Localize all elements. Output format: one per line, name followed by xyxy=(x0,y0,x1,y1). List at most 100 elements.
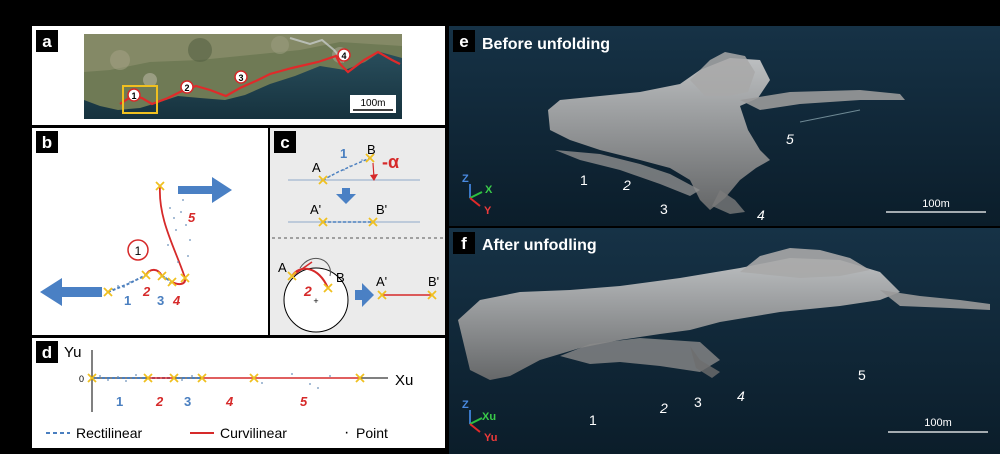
f-axis-z: Z xyxy=(462,399,469,411)
e-segment-label-3: 3 xyxy=(660,201,668,217)
c-circle-center: + xyxy=(313,296,318,306)
c-unfolded-crosses xyxy=(377,290,437,300)
c-top-B: B xyxy=(367,142,376,157)
e-axis-z: Z xyxy=(462,173,469,185)
panel-f-title: After unfodling xyxy=(482,237,597,254)
arrow-right-icon xyxy=(178,177,232,203)
axes-triad-e xyxy=(469,184,483,207)
c-angle-arc xyxy=(299,257,331,277)
segment-label-4: 4 xyxy=(172,293,181,308)
panel-f-label: f xyxy=(461,234,467,253)
segment-label-1: 1 xyxy=(124,293,131,308)
legend-rectilinear-label: Rectilinear xyxy=(76,425,142,441)
site-marker-1 xyxy=(127,88,141,102)
d-segment-label-4: 4 xyxy=(225,394,234,409)
c-top-A: A xyxy=(312,160,321,175)
f-segment-label-1: 1 xyxy=(589,412,597,428)
c-unfolded-B: B' xyxy=(428,274,439,289)
segment-5-curve xyxy=(159,185,186,279)
d-point-dots xyxy=(99,373,331,389)
d-segment-label-1: 1 xyxy=(116,394,123,409)
site-label-3: 3 xyxy=(238,73,243,83)
d-x-axis-label: Xu xyxy=(395,372,413,389)
c-top-seg-label: 1 xyxy=(340,146,347,161)
point-cloud-before xyxy=(548,52,905,214)
panel-d-label: d xyxy=(42,343,52,362)
f-segment-label-2: 2 xyxy=(659,400,668,416)
panel-b-background xyxy=(32,128,268,335)
scale-bar-a-box xyxy=(350,95,396,113)
legend-point-label: Point xyxy=(356,425,388,441)
c-right-arrow-icon xyxy=(355,283,374,307)
c-mid-A: A' xyxy=(310,202,321,217)
scale-bar-f-label: 100m xyxy=(924,417,952,429)
c-top-segment-1 xyxy=(322,157,371,181)
d-segment-label-2: 2 xyxy=(155,394,164,409)
c-alpha-label: -α xyxy=(382,152,399,172)
point-cloud-after xyxy=(458,248,990,380)
c-down-arrow-icon xyxy=(336,188,356,204)
f-axis-x: Xu xyxy=(482,411,496,423)
panel-c: c A B 1 -α A' B' + xyxy=(270,128,445,335)
segment-label-3: 3 xyxy=(157,293,164,308)
e-segment-label-2: 2 xyxy=(622,177,631,193)
panel-f: f After unfodling 1 2 3 4 5 Z Xu Yu 100m xyxy=(449,228,1000,454)
f-segment-label-3: 3 xyxy=(694,394,702,410)
site-label-1: 1 xyxy=(131,91,136,101)
panel-b-label: b xyxy=(42,133,52,152)
d-segment-label-5: 5 xyxy=(300,394,308,409)
legend-point-swatch: · xyxy=(344,424,349,441)
c-bottom-crosses xyxy=(287,271,333,293)
d-segment-label-3: 3 xyxy=(184,394,191,409)
panel-a-label: a xyxy=(42,32,52,51)
panel-c-label-box xyxy=(274,131,296,153)
f-segment-label-5: 5 xyxy=(858,367,866,383)
f-axis-y: Yu xyxy=(484,432,497,444)
panel-e-label-box xyxy=(453,30,475,52)
e-axis-x: X xyxy=(485,184,493,196)
c-top-dots xyxy=(329,159,363,177)
legend-curvilinear-label: Curvilinear xyxy=(220,425,287,441)
e-segment-label-5: 5 xyxy=(786,131,794,147)
point-cloud-before-edge xyxy=(799,109,861,123)
e-axis-y: Y xyxy=(484,205,492,217)
segment-label-5: 5 xyxy=(188,210,196,225)
site-marker-4 xyxy=(337,48,351,62)
d-zero-label: 0 xyxy=(79,374,84,384)
d-node-crosses xyxy=(87,373,365,383)
site-label-4: 4 xyxy=(341,51,346,61)
e-segment-label-1: 1 xyxy=(580,172,588,188)
scale-bar-e-label: 100m xyxy=(922,198,950,210)
c-unfolded-A: A' xyxy=(376,274,387,289)
panel-b: b 1 1 2 3 4 5 xyxy=(32,128,268,335)
panel-a: a 1 2 3 4 100m xyxy=(32,26,445,125)
panel-d-label-box xyxy=(36,341,58,363)
segment-label-2: 2 xyxy=(142,284,151,299)
panel-f-label-box xyxy=(453,232,475,254)
arrow-left-icon xyxy=(40,278,102,306)
panel-e-label: e xyxy=(459,32,468,51)
c-mid-crosses xyxy=(318,217,378,227)
d-y-axis-label: Yu xyxy=(64,344,82,361)
site-1-highlight-box xyxy=(122,85,158,114)
axes-triad-f xyxy=(469,410,483,433)
node-crosses-b xyxy=(103,181,190,297)
site-marker-3 xyxy=(234,70,248,84)
c-rotation-arrowhead xyxy=(370,174,378,181)
scale-bar-a-label: 100m xyxy=(360,98,385,109)
segment-1-line xyxy=(107,274,147,293)
c-top-crosses xyxy=(318,153,375,185)
panel-d-background xyxy=(32,338,445,448)
site-marker-2 xyxy=(180,80,194,94)
panel-e: e Before unfolding 1 2 3 4 5 Z X Y 100m xyxy=(449,26,1000,226)
panel-e-title: Before unfolding xyxy=(482,36,610,53)
c-bottom-B: B xyxy=(336,270,345,285)
c-bottom-seg-label: 2 xyxy=(303,283,312,299)
c-bottom-A: A xyxy=(278,260,287,275)
site-label-2: 2 xyxy=(184,83,189,93)
f-segment-label-4: 4 xyxy=(737,388,745,404)
circled-site-marker xyxy=(127,239,149,261)
panel-a-label-box xyxy=(36,30,58,52)
